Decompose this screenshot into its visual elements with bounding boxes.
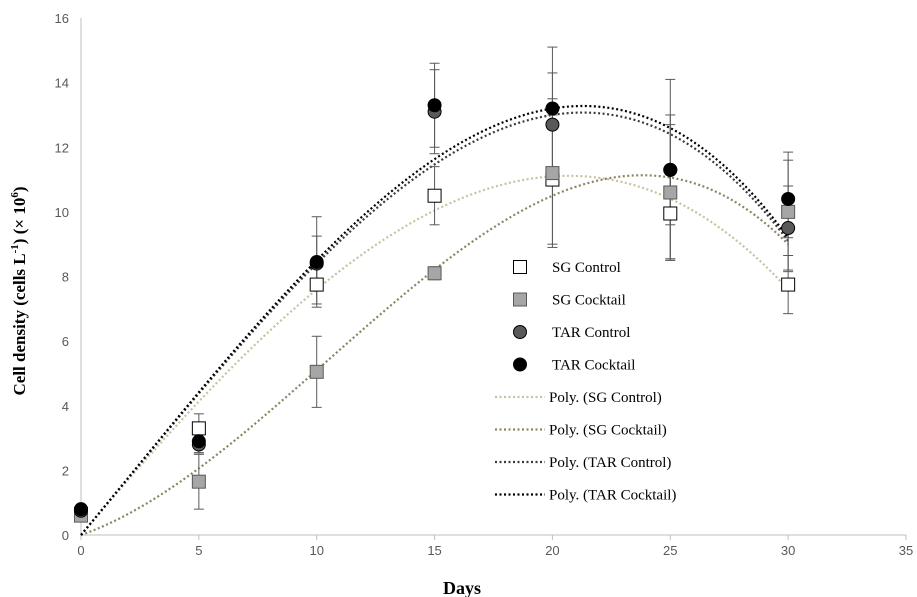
y-axis-title-superscript: -1 (9, 244, 21, 253)
y-tick-label: 8 (62, 270, 69, 285)
y-tick-label: 16 (55, 11, 69, 26)
x-tick-label: 35 (899, 543, 913, 558)
data-point (781, 204, 796, 219)
trendline (80, 104, 790, 536)
data-point (545, 166, 560, 181)
data-point (74, 502, 88, 517)
trendline (80, 174, 789, 537)
legend-label: Poly. (TAR Control) (549, 455, 671, 471)
legend-label: Poly. (SG Control) (549, 390, 662, 406)
data-point (191, 434, 206, 449)
legend: SG Control SG Cocktail TAR Control TAR Cock… (495, 260, 676, 504)
legend-label: TAR Control (552, 325, 630, 341)
trendline (80, 111, 790, 536)
y-axis-title: Cell density (cells L-1) (× 106) (9, 187, 29, 396)
legend-label: Poly. (TAR Cocktail) (549, 488, 676, 504)
axes: 0 5 10 15 20 25 30 35 0 2 4 6 8 10 12 14 16 (55, 11, 914, 558)
x-tick-label: 10 (309, 543, 323, 558)
y-tick-label: 2 (62, 463, 69, 478)
legend-marker (513, 325, 527, 339)
data-point (781, 191, 796, 206)
data-point (545, 117, 560, 132)
x-tick-label: 20 (545, 543, 559, 558)
data-point (427, 98, 442, 113)
y-axis-title-part: ) (× 10 (10, 198, 29, 245)
data-point (309, 254, 324, 269)
data-point (191, 474, 206, 489)
data-point (545, 101, 560, 116)
data-point (427, 188, 442, 203)
data-point (309, 277, 324, 292)
y-tick-label: 0 (62, 528, 69, 543)
x-axis-title: Days (443, 578, 481, 597)
data-point (309, 364, 324, 379)
y-axis-title-superscript: 6 (9, 192, 21, 198)
legend-label: TAR Cocktail (552, 358, 635, 374)
x-tick-label: 5 (195, 543, 202, 558)
legend-marker (513, 357, 527, 372)
trendline (80, 174, 789, 536)
data-point (663, 162, 678, 177)
data-point (781, 221, 796, 236)
data-point (781, 277, 796, 292)
data-point (663, 206, 678, 221)
legend-label: Poly. (SG Cocktail) (549, 423, 667, 439)
data-points (74, 98, 796, 523)
legend-label: SG Cocktail (552, 293, 626, 309)
y-tick-label: 4 (62, 399, 69, 414)
legend-label: SG Control (552, 260, 621, 276)
x-tick-label: 0 (77, 543, 84, 558)
x-tick-label: 15 (427, 543, 441, 558)
y-axis-title-part: Cell density (cells L (10, 253, 29, 395)
data-point (191, 421, 206, 436)
y-tick-label: 12 (55, 140, 69, 155)
x-tick-label: 25 (663, 543, 677, 558)
y-tick-label: 14 (55, 76, 69, 91)
y-axis-title-part: ) (10, 187, 29, 193)
legend-marker (513, 260, 527, 274)
x-tick-label: 30 (781, 543, 795, 558)
data-point (427, 266, 442, 281)
y-tick-label: 10 (55, 205, 69, 220)
y-tick-label: 6 (62, 334, 69, 349)
data-point (663, 185, 678, 200)
legend-marker (513, 292, 527, 307)
